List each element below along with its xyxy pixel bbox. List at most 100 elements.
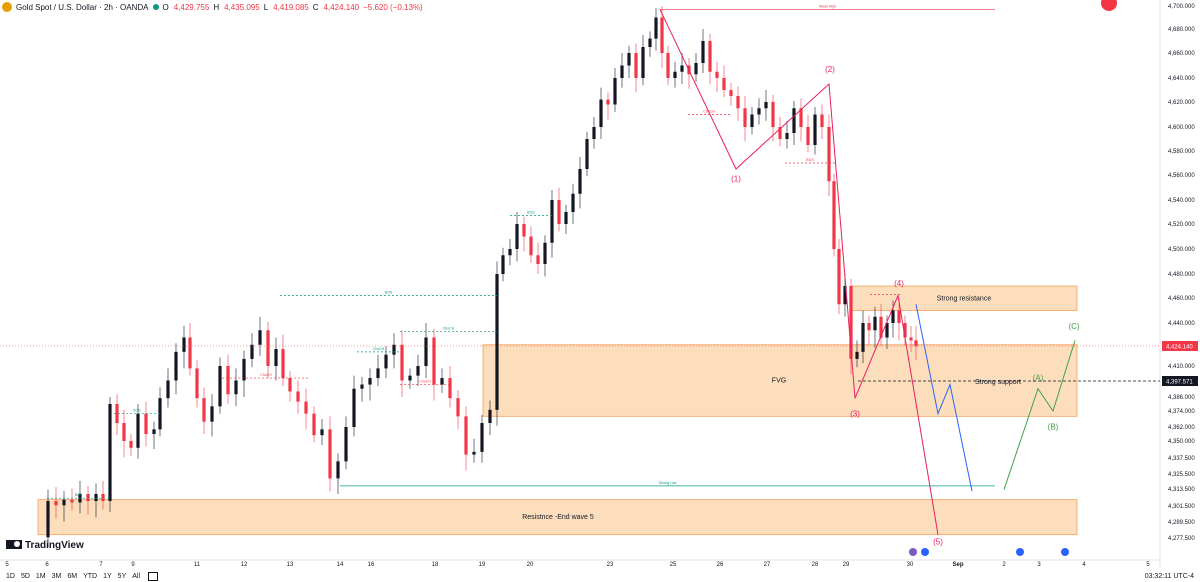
indicator-logo-icon[interactable] — [1101, 0, 1117, 11]
wave-label: (4) — [894, 279, 904, 288]
elliott-wave-path[interactable] — [659, 9, 939, 535]
candle-body — [129, 441, 133, 448]
timeframe-5d[interactable]: 5D — [20, 572, 30, 580]
symbol-title[interactable]: Gold Spot / U.S. Dollar · 2h · OANDA — [16, 2, 149, 12]
price-tick-label: 4,362.000 — [1168, 425, 1195, 431]
price-tick-label: 4,500.000 — [1168, 247, 1195, 253]
candle-body — [627, 53, 631, 66]
price-tick-label: 4,540.000 — [1168, 198, 1195, 204]
structure-label: BOS — [806, 158, 814, 162]
candle-body — [86, 493, 90, 502]
candle-body — [368, 378, 372, 385]
timeframe-ytd[interactable]: YTD — [83, 572, 98, 580]
economic-event-icon[interactable] — [1016, 548, 1024, 556]
timeframe-5y[interactable]: 5Y — [117, 572, 127, 580]
candle-body — [606, 99, 610, 105]
candle-body — [424, 337, 428, 366]
close-label: C — [312, 2, 319, 12]
timeframe-3m[interactable]: 3M — [51, 572, 62, 580]
candle-body — [501, 255, 505, 274]
price-tick-label: 4,410.000 — [1168, 364, 1195, 370]
candle-body — [70, 499, 74, 503]
structure-label: Weak High — [819, 4, 836, 8]
candle-body — [613, 78, 617, 105]
candle-body — [620, 65, 624, 78]
zone-box[interactable] — [37, 499, 1078, 536]
time-tick-label: 2 — [1002, 562, 1006, 568]
candle-body — [234, 380, 238, 395]
price-tick-label: 4,520.000 — [1168, 222, 1195, 228]
candle-body — [654, 17, 658, 39]
high-label: H — [213, 2, 220, 12]
candle-body — [792, 108, 796, 133]
price-axis[interactable]: 4,700.000 4,680.000 4,660.000 4,640.000 4,62… — [0, 4, 1198, 542]
plot-area[interactable] — [0, 0, 1160, 560]
price-tick-label: 4,289.500 — [1168, 520, 1195, 526]
economic-event-icon[interactable] — [909, 548, 917, 556]
candle-body — [281, 349, 285, 379]
timeframe-1d[interactable]: 1D — [6, 572, 15, 580]
time-tick-label: 6 — [45, 562, 49, 568]
date-range-icon[interactable] — [148, 571, 159, 581]
timeframe-1y[interactable]: 1Y — [103, 572, 112, 580]
price-tick-label: 4,560.000 — [1168, 173, 1195, 179]
timeframe-6m[interactable]: 6M — [67, 572, 78, 580]
zone-box[interactable] — [482, 344, 1078, 417]
candle-body — [867, 323, 871, 331]
candle-body — [242, 358, 246, 381]
time-tick-label: 20 — [527, 562, 534, 568]
economic-event-icon[interactable] — [921, 548, 929, 556]
candle-body — [743, 108, 747, 127]
candle-body — [757, 108, 761, 115]
candle-body — [648, 38, 652, 47]
candle-body — [855, 351, 859, 359]
candle-body — [218, 366, 222, 407]
candle-body — [736, 96, 740, 109]
candle-body — [641, 47, 645, 78]
candle-body — [384, 354, 388, 369]
candle-body — [708, 41, 712, 72]
candle-body — [174, 351, 178, 381]
price-tick-label: 4,350.000 — [1168, 439, 1195, 445]
candle-body — [210, 406, 214, 422]
structure-label: ChoCH — [443, 327, 455, 331]
close-value: 4,424.140 — [323, 2, 360, 12]
strong-support-label: Strong support — [975, 379, 1021, 386]
candle-body — [480, 423, 484, 452]
wave-label: (1) — [731, 174, 741, 183]
open-value: 4,429.755 — [173, 2, 210, 12]
candle-body — [785, 133, 789, 139]
candle-body — [666, 53, 670, 78]
candle-body — [778, 127, 782, 139]
candle-body — [266, 330, 270, 366]
candle-body — [701, 41, 705, 63]
price-tick-label: 4,301.500 — [1168, 504, 1195, 510]
price-tick-label: 4,620.000 — [1168, 100, 1195, 106]
candle-body — [320, 429, 324, 436]
candle-body — [495, 274, 499, 410]
wave-label: (B) — [1048, 422, 1059, 431]
price-tick-label: 4,660.000 — [1168, 51, 1195, 57]
time-tick-label: 14 — [337, 562, 344, 568]
price-tick-label: 4,700.000 — [1168, 4, 1195, 10]
candle-body — [680, 65, 684, 72]
bearish-projection-path[interactable] — [915, 304, 973, 492]
time-tick-label: 28 — [812, 562, 819, 568]
candle-body — [673, 71, 677, 78]
candle-body — [304, 401, 308, 414]
time-axis[interactable]: 5 6 7 9 11 12 13 14 16 18 19 20 23 25 26 27 28 29 30 Sep 2 3 4… — [5, 562, 1150, 568]
change-value: −5.620 (−0.13%) — [363, 2, 423, 12]
structure-label: BOS — [385, 291, 393, 295]
time-tick-label: 25 — [670, 562, 677, 568]
timeframe-all[interactable]: All — [132, 572, 141, 580]
corrective-projection-path[interactable] — [1003, 340, 1076, 490]
candle-body — [416, 366, 420, 376]
time-tick-label: 23 — [607, 562, 614, 568]
timeframe-1m[interactable]: 1M — [35, 572, 46, 580]
tradingview-logo: TradingView — [6, 540, 84, 551]
time-tick-label: 7 — [99, 562, 103, 568]
clock[interactable]: 03:32:11 UTC-4 — [1144, 572, 1194, 580]
economic-event-icon[interactable] — [1061, 548, 1069, 556]
candle-body — [101, 493, 105, 502]
